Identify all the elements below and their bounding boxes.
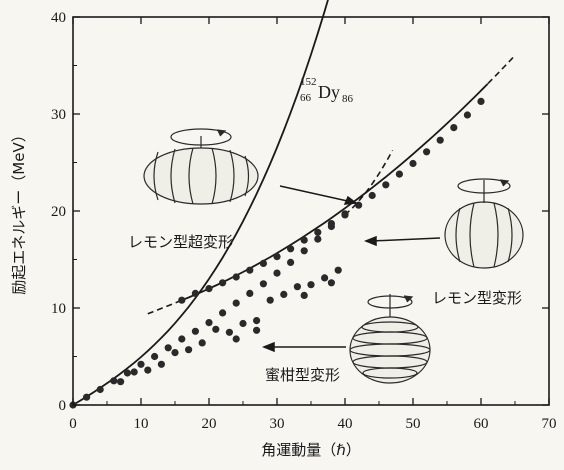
point-series2-7 (273, 253, 281, 261)
point-series1-4 (171, 349, 179, 357)
label-oblate: 蜜柑型変形 (265, 366, 340, 384)
plot-frame (72, 16, 550, 406)
point-series0-14 (259, 280, 267, 288)
point-series1-6 (198, 339, 206, 347)
point-series2-18 (423, 148, 431, 156)
curve-superdeformed-extension-low (147, 299, 183, 315)
label-superdeformed: レモン型超変形 (128, 233, 233, 251)
point-series2-4 (232, 273, 240, 281)
point-series0-10 (205, 319, 213, 327)
point-series1-16 (334, 266, 342, 274)
point-series0-3 (110, 377, 118, 385)
fit-curves (72, 0, 516, 406)
point-series2-12 (341, 211, 349, 219)
point-series1-0 (117, 378, 125, 386)
x-tick-label-2: 20 (202, 416, 217, 432)
point-series1-19 (300, 291, 308, 299)
point-series1-10 (253, 317, 261, 325)
lemon-deformed-icon (444, 178, 524, 269)
x-tick-label-6: 60 (474, 416, 489, 432)
neutron-number: 86 (342, 93, 354, 105)
point-series1-2 (144, 366, 152, 374)
x-axis-label: 角運動量（ℏ） (261, 441, 361, 459)
x-tick-label-5: 50 (406, 416, 421, 432)
nucleus-label: 152 66 Dy 86 (300, 76, 354, 105)
point-series1-17 (232, 335, 240, 343)
y-tick-label-1: 10 (51, 301, 66, 317)
data-points (69, 97, 485, 409)
point-series0-17 (300, 247, 308, 255)
point-series1-20 (327, 279, 335, 287)
point-series1-7 (212, 325, 220, 333)
point-series0-5 (137, 360, 145, 368)
point-series1-9 (239, 319, 247, 328)
y-tick-label-3: 30 (51, 107, 66, 123)
x-tick-label-1: 10 (134, 416, 149, 432)
point-series1-15 (321, 274, 329, 282)
point-series2-3 (219, 279, 227, 287)
point-series0-15 (273, 269, 281, 277)
point-series1-11 (266, 296, 274, 304)
point-series0-16 (287, 258, 295, 266)
point-series2-22 (477, 97, 485, 105)
x-tick-label-4: 40 (338, 416, 353, 432)
point-series0-8 (178, 335, 186, 343)
point-series0-18 (314, 235, 322, 243)
mandarin-oblate-icon (349, 294, 431, 384)
point-series0-11 (219, 309, 227, 317)
point-series0-2 (96, 385, 104, 394)
point-series2-9 (300, 236, 308, 244)
y-tick-label-2: 20 (51, 204, 66, 220)
point-series1-3 (157, 360, 165, 368)
point-series0-4 (123, 369, 131, 377)
point-series2-14 (368, 191, 376, 200)
point-series0-13 (246, 289, 254, 297)
mass-number: 152 (300, 76, 317, 88)
y-tick-label-4: 40 (51, 10, 66, 26)
x-tick-label-7: 70 (542, 416, 557, 432)
proton-number: 66 (300, 92, 312, 104)
point-series2-2 (205, 285, 213, 293)
point-series0-7 (164, 344, 172, 352)
point-series1-5 (185, 346, 193, 354)
annotation-arrows (261, 185, 441, 353)
point-series2-15 (382, 181, 390, 189)
curve-superdeformed-extension-high (480, 54, 516, 92)
point-series1-13 (293, 283, 301, 291)
point-series2-21 (463, 111, 471, 119)
element-symbol: Dy (318, 82, 340, 102)
label-deformed: レモン型変形 (432, 289, 522, 307)
y-axis-label: 励起エネルギー（MeV） (10, 127, 28, 294)
point-series2-17 (409, 159, 417, 168)
point-series2-10 (314, 228, 322, 236)
axis-ticks: 0 10 20 30 40 50 60 70 0 10 20 30 40 (51, 10, 557, 432)
point-series2-19 (436, 136, 444, 144)
point-series0-6 (151, 352, 159, 361)
point-series1-18 (253, 326, 261, 334)
point-series0-1 (83, 393, 91, 401)
y-tick-label-0: 0 (59, 398, 67, 414)
point-series1-14 (307, 281, 315, 289)
x-tick-label-3: 30 (270, 416, 285, 432)
point-series1-12 (280, 290, 288, 298)
point-series2-1 (191, 289, 199, 297)
point-series2-16 (395, 170, 403, 178)
lemon-superdeformed-icon (143, 128, 259, 205)
point-series0-12 (232, 299, 240, 307)
curve-ground-extension (344, 150, 394, 216)
point-series1-8 (225, 328, 233, 336)
curve-ground-band (72, 0, 329, 406)
point-series0-9 (191, 327, 199, 335)
point-series1-1 (130, 368, 138, 376)
point-series2-6 (259, 259, 267, 267)
point-series2-20 (450, 124, 458, 132)
point-series2-8 (287, 245, 295, 253)
x-tick-label-0: 0 (69, 416, 77, 432)
point-series2-0 (178, 296, 186, 304)
point-series2-5 (246, 266, 254, 274)
point-series2-11 (327, 220, 335, 228)
